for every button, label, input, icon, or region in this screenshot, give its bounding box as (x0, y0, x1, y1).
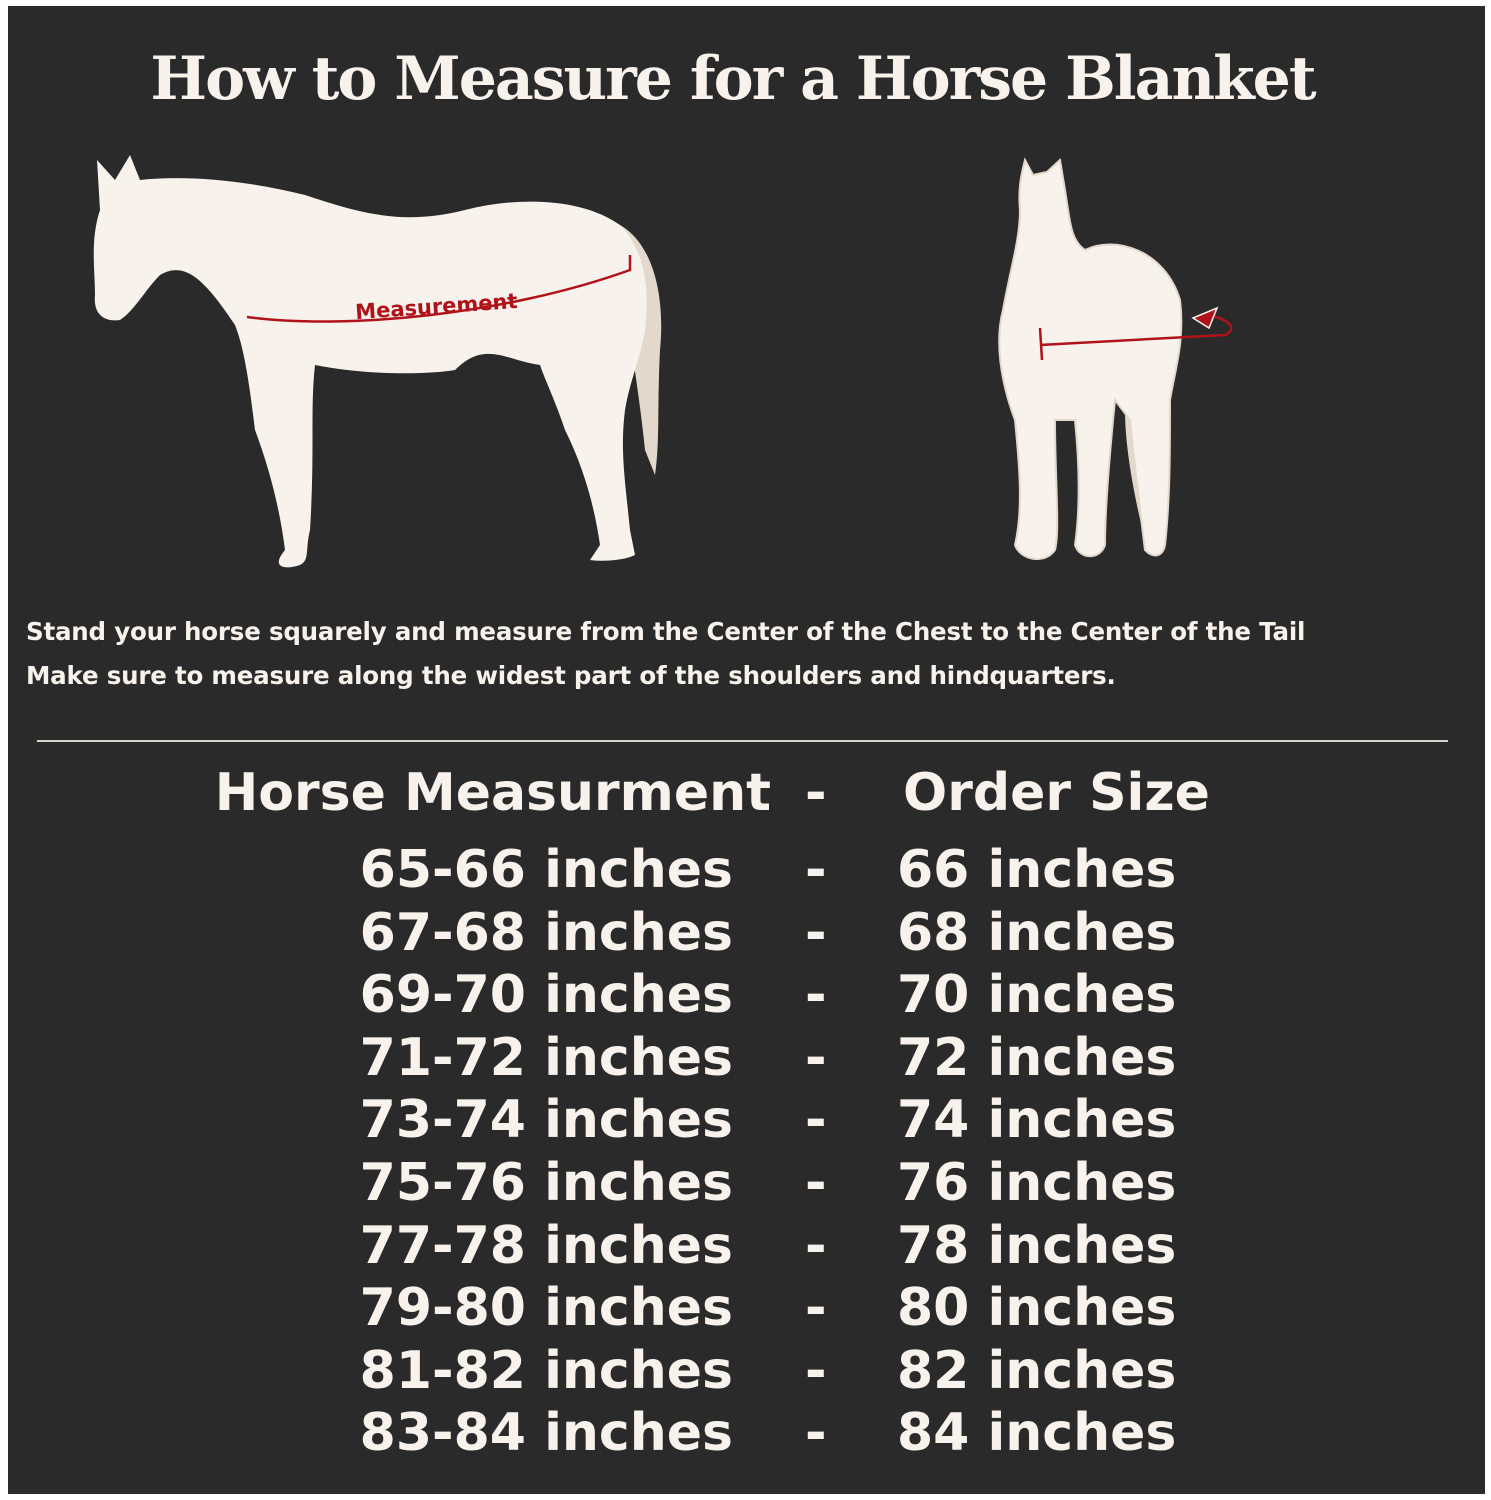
row-separator: - (805, 1153, 827, 1213)
size-table-row: 73-74 inches - 74 inches (0, 1089, 1491, 1151)
size-table-row: 71-72 inches - 72 inches (0, 1027, 1491, 1089)
row-order-size: 72 inches (897, 1027, 1177, 1088)
size-table-row: 81-82 inches - 82 inches (0, 1340, 1491, 1402)
size-table-row: 69-70 inches - 70 inches (0, 964, 1491, 1026)
size-table-row: 77-78 inches - 78 inches (0, 1215, 1491, 1277)
row-separator: - (805, 965, 827, 1026)
row-separator: - (805, 1215, 827, 1276)
row-order-size: 80 inches (897, 1278, 1177, 1339)
row-order-size: 84 inches (897, 1403, 1177, 1464)
row-order-size: 82 inches (897, 1340, 1177, 1401)
row-separator: - (805, 1027, 827, 1088)
size-table-row: 83-84 inches - 84 inches (0, 1402, 1491, 1464)
size-table-row: 75-76 inches - 76 inches (0, 1152, 1491, 1214)
row-order-size: 68 inches (897, 902, 1177, 963)
row-separator: - (805, 1403, 827, 1464)
horse-body (93, 155, 647, 568)
instruction-line-2: Make sure to measure along the widest pa… (26, 661, 1116, 690)
row-separator: - (805, 902, 827, 963)
size-table-row: 65-66 inches - 66 inches (0, 839, 1491, 901)
header-separator: - (805, 763, 827, 823)
size-table-row: 79-80 inches - 80 inches (0, 1277, 1491, 1339)
row-separator: - (805, 1278, 827, 1339)
row-measurement: 83-84 inches (359, 1403, 733, 1464)
row-measurement: 67-68 inches (359, 902, 733, 963)
horse-front-view-illustration (998, 157, 1233, 560)
divider (37, 740, 1448, 742)
row-order-size: 66 inches (897, 840, 1177, 900)
size-table-header: Horse Measurment - Order Size (0, 762, 1491, 824)
measurement-start-tick (1038, 327, 1044, 361)
row-measurement: 65-66 inches (359, 840, 733, 900)
row-order-size: 74 inches (897, 1090, 1177, 1151)
size-table-row: 67-68 inches - 68 inches (0, 902, 1491, 964)
row-measurement: 79-80 inches (359, 1278, 733, 1339)
horse-side-view-illustration: Measurement (93, 155, 662, 568)
row-measurement: 69-70 inches (359, 965, 733, 1026)
row-measurement: 81-82 inches (359, 1340, 733, 1401)
measurement-line (1039, 313, 1233, 347)
row-separator: - (805, 840, 827, 900)
row-order-size: 70 inches (897, 965, 1177, 1026)
wrap-arrow-icon (1191, 306, 1219, 330)
page-title: How to Measure for a Horse Blanket (150, 44, 1316, 114)
row-separator: - (805, 1090, 827, 1151)
header-order-size: Order Size (903, 763, 1210, 823)
header-measurement: Horse Measurment (214, 763, 771, 823)
row-separator: - (805, 1340, 827, 1401)
row-order-size: 76 inches (897, 1153, 1177, 1213)
row-measurement: 73-74 inches (359, 1090, 733, 1151)
row-measurement: 71-72 inches (359, 1027, 733, 1088)
measurement-line (246, 255, 632, 323)
row-measurement: 77-78 inches (359, 1215, 733, 1276)
row-measurement: 75-76 inches (359, 1153, 733, 1213)
row-order-size: 78 inches (897, 1215, 1177, 1276)
instruction-line-1: Stand your horse squarely and measure fr… (26, 617, 1306, 646)
horse-body (998, 157, 1183, 560)
